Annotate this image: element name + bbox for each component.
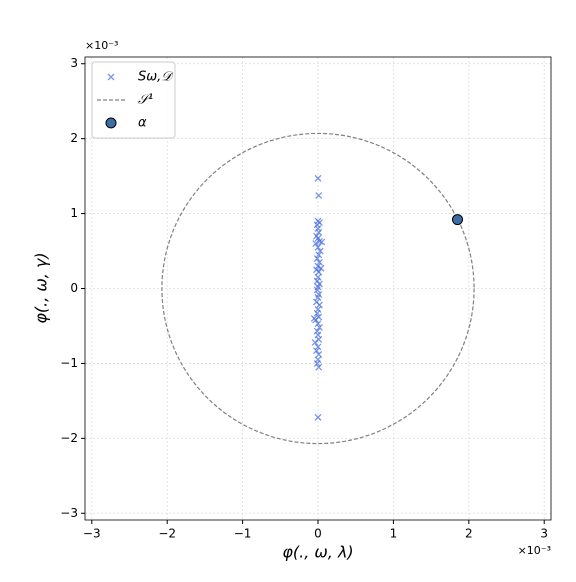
scatter-point bbox=[314, 294, 322, 301]
x-tick-label: 1 bbox=[390, 527, 398, 541]
y-tick-label: 1 bbox=[70, 206, 78, 220]
scatter-point bbox=[311, 338, 319, 346]
scatter-point bbox=[314, 343, 322, 351]
x-tick-label: −2 bbox=[158, 527, 176, 541]
scatter-point bbox=[316, 247, 324, 255]
scatter-point bbox=[313, 359, 321, 367]
scatter-point bbox=[315, 228, 323, 236]
scatter-point bbox=[315, 192, 323, 200]
y-tick-label: 0 bbox=[70, 281, 78, 295]
scatter-point bbox=[312, 240, 320, 248]
scatter-point bbox=[316, 323, 323, 331]
y-tick-label: −1 bbox=[60, 356, 78, 370]
y-tick-label: −2 bbox=[60, 431, 78, 445]
scatter-point bbox=[314, 243, 322, 251]
y-tick-label: 2 bbox=[70, 131, 78, 145]
legend-label: 𝒮¹ bbox=[138, 93, 153, 108]
y-offset-text: ×10⁻³ bbox=[85, 39, 118, 52]
scatter-point bbox=[313, 255, 321, 262]
scatter-point bbox=[316, 237, 323, 245]
legend-label: α bbox=[138, 116, 147, 131]
y-tick-label: 3 bbox=[70, 56, 78, 70]
scatter-point bbox=[317, 264, 325, 272]
y-axis-label: φ(., ω, γ) bbox=[32, 252, 51, 323]
x-tick-label: −3 bbox=[83, 527, 101, 541]
legend-marker bbox=[105, 117, 117, 129]
y-tick-label: −3 bbox=[60, 506, 78, 520]
highlight-point bbox=[451, 214, 463, 226]
scatter-point bbox=[315, 363, 323, 371]
scatter-point bbox=[314, 413, 322, 421]
x-tick-label: −1 bbox=[234, 527, 252, 541]
scatter-point bbox=[313, 347, 320, 355]
legend-label: Sω,𝒟 bbox=[138, 70, 174, 85]
scatter-point bbox=[316, 258, 323, 266]
x-tick-label: 3 bbox=[540, 527, 548, 541]
scatter-point bbox=[314, 174, 322, 182]
scatter-point bbox=[318, 238, 326, 246]
scatter-point bbox=[315, 251, 323, 259]
unit-circle bbox=[161, 132, 475, 445]
scatter-point bbox=[314, 320, 322, 328]
plot-frame bbox=[84, 56, 552, 521]
scatter-point bbox=[310, 315, 318, 322]
legend-marker bbox=[107, 73, 115, 81]
x-tick-label: 2 bbox=[465, 527, 473, 541]
scatter-point bbox=[313, 309, 321, 317]
x-offset-text: ×10⁻³ bbox=[518, 544, 551, 557]
scatter-point bbox=[316, 301, 323, 309]
x-tick-label: 0 bbox=[314, 527, 322, 541]
x-axis-label: φ(., ω, λ) bbox=[282, 543, 353, 562]
scatter-point bbox=[313, 286, 321, 294]
